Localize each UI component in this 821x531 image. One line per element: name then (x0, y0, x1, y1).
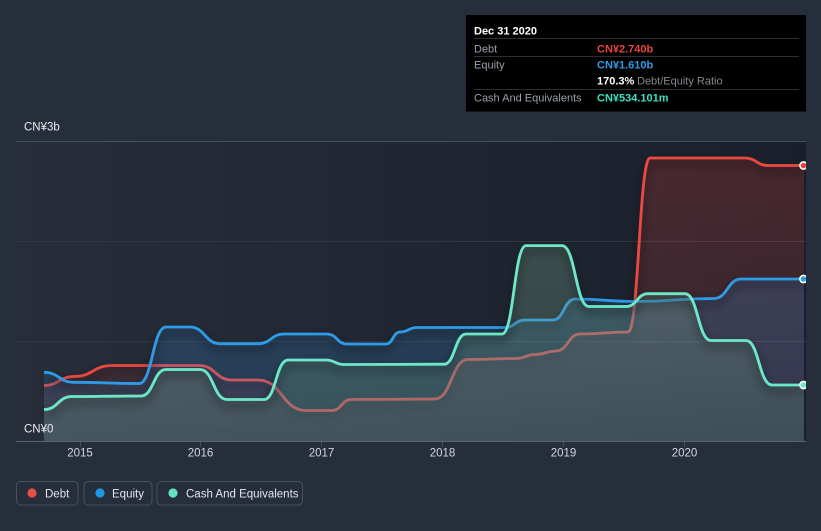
svg-text:2017: 2017 (309, 448, 335, 460)
svg-text:2015: 2015 (67, 448, 93, 460)
svg-text:Equity: Equity (112, 489, 144, 501)
svg-text:Cash And Equivalents: Cash And Equivalents (186, 489, 299, 501)
svg-text:Dec 31 2020: Dec 31 2020 (474, 26, 537, 38)
svg-text:Debt/Equity Ratio: Debt/Equity Ratio (637, 75, 723, 87)
svg-text:Debt: Debt (474, 44, 497, 56)
svg-text:Equity: Equity (474, 60, 505, 72)
svg-text:2016: 2016 (188, 448, 214, 460)
svg-text:CN¥1.610b: CN¥1.610b (597, 60, 654, 72)
svg-text:2019: 2019 (551, 448, 577, 460)
svg-text:2020: 2020 (672, 448, 698, 460)
svg-text:2018: 2018 (430, 448, 456, 460)
svg-text:CN¥0: CN¥0 (24, 424, 53, 436)
svg-text:CN¥534.101m: CN¥534.101m (597, 93, 669, 105)
svg-text:170.3%: 170.3% (597, 75, 635, 87)
svg-text:CN¥3b: CN¥3b (24, 122, 60, 134)
svg-text:CN¥2.740b: CN¥2.740b (597, 44, 654, 56)
svg-text:Debt: Debt (45, 489, 70, 501)
svg-text:Cash And Equivalents: Cash And Equivalents (474, 93, 582, 105)
